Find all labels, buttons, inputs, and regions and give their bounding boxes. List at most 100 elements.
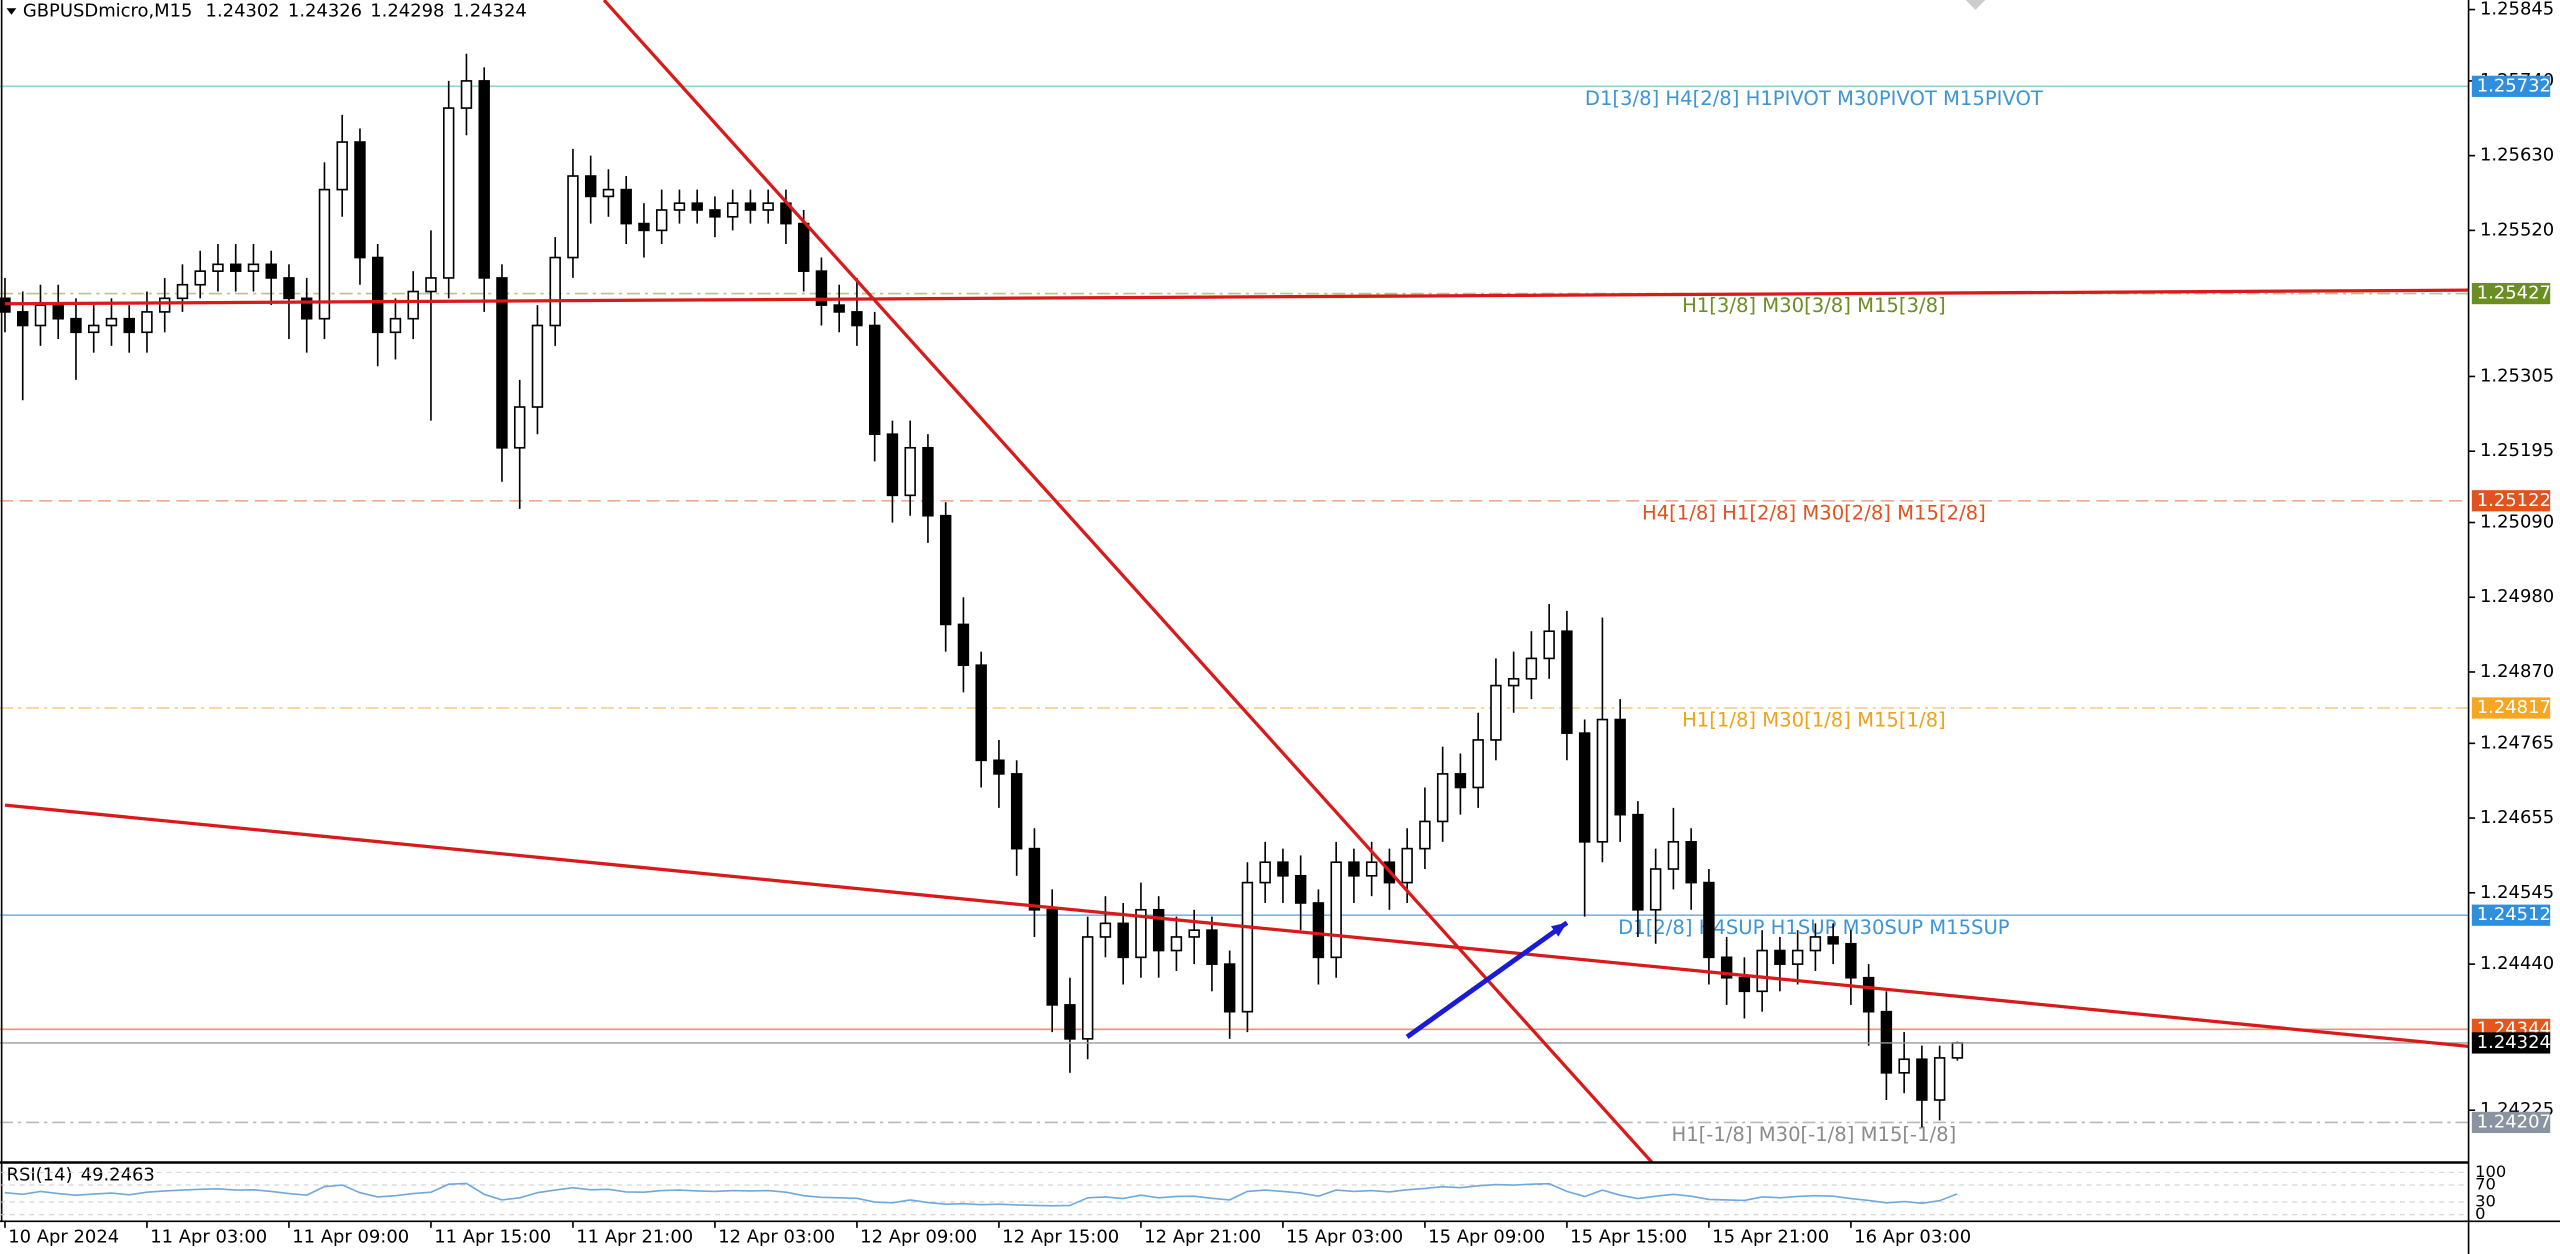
level-price-text: 1.24512 [2477, 904, 2551, 925]
level-price-text: 1.25427 [2477, 283, 2551, 304]
candle-body [212, 263, 224, 272]
candle-body [1827, 936, 1839, 945]
candle-body [354, 141, 366, 259]
level-price-text: 1.24207 [2477, 1111, 2551, 1132]
candle-body [1028, 847, 1041, 911]
candle-body [442, 107, 455, 279]
candle-body [673, 202, 686, 211]
candle-body [1277, 861, 1289, 877]
candle-body [1188, 929, 1200, 938]
level-price-box [2471, 282, 2551, 305]
y-tick-label: 1.24440 [2480, 953, 2554, 974]
candle-body [1064, 1004, 1076, 1040]
candle-body [1720, 956, 1733, 979]
level-label: H1[-1/8] M30[-1/8] M15[-1/8] [1671, 1123, 1956, 1146]
candle-body [1649, 868, 1662, 911]
candle-body [655, 209, 668, 232]
x-tick-label: 15 Apr 15:00 [1570, 1227, 1687, 1248]
level-label: H1[3/8] M30[3/8] M15[3/8] [1682, 294, 1946, 317]
candle-body [1223, 963, 1236, 1013]
y-tick-label: 1.25195 [2480, 440, 2554, 461]
scroll-marker [1965, 0, 1986, 10]
rsi-tick-label: 0 [2475, 1204, 2485, 1223]
candle-body [1614, 718, 1626, 816]
candle-body [1845, 942, 1857, 979]
candle-body [1259, 861, 1271, 884]
x-tick-label: 11 Apr 09:00 [292, 1227, 409, 1248]
x-tick-label: 12 Apr 03:00 [718, 1227, 835, 1248]
y-tick-label: 1.25090 [2480, 512, 2554, 533]
rsi-tick-label: 30 [2475, 1192, 2496, 1211]
candle-body [1667, 841, 1680, 870]
candle-body [1135, 908, 1147, 959]
level-price-text: 1.24817 [2477, 697, 2551, 718]
candle-body [88, 324, 100, 334]
last-price-box [2471, 1032, 2551, 1054]
rsi-value: 49.2463 [81, 1165, 155, 1186]
x-tick-label: 12 Apr 21:00 [1144, 1227, 1261, 1248]
candle-body [1490, 684, 1502, 741]
candle-body [993, 759, 1005, 775]
candle-body [247, 263, 260, 272]
rsi-line [4, 1182, 1958, 1207]
candle-body [620, 188, 632, 225]
candle-body [567, 175, 579, 259]
candle-body [1010, 773, 1023, 850]
y-tick-label: 1.25630 [2480, 145, 2554, 166]
candle-body [70, 317, 82, 334]
arrow-head [1550, 922, 1567, 937]
candle-body [531, 324, 544, 408]
candle-body [709, 209, 721, 218]
candle-body [1241, 881, 1254, 1013]
candle-body [1543, 630, 1555, 660]
candle-body [1419, 820, 1431, 850]
candle-body [336, 141, 348, 191]
x-tick-label: 12 Apr 09:00 [860, 1227, 977, 1248]
candle-body [726, 202, 739, 218]
candle-body [1507, 677, 1520, 687]
x-tick-label: 15 Apr 09:00 [1428, 1227, 1545, 1248]
candle-body [460, 80, 473, 109]
level-price-box [2471, 904, 2551, 926]
candle-body [513, 406, 526, 449]
candle-body [1401, 847, 1413, 884]
candle-body [1436, 773, 1449, 823]
candle-body [1809, 936, 1822, 952]
y-tick-label: 1.25845 [2480, 0, 2554, 20]
header-high: 1.24326 [288, 0, 362, 21]
y-tick-label: 1.24655 [2480, 807, 2554, 828]
candle-body [762, 202, 774, 211]
rsi-header: RSI(14) 49.2463 [7, 1165, 155, 1186]
candle-body [1632, 813, 1644, 911]
candle-body [1330, 861, 1342, 959]
x-tick-label: 11 Apr 15:00 [434, 1227, 551, 1248]
candle-body [105, 317, 118, 327]
x-tick-label: 12 Apr 15:00 [1002, 1227, 1119, 1248]
plot-area: D1[3/8] H4[2/8] H1PIVOT M30PIVOT M15PIVO… [0, 0, 2469, 1163]
level-price-text: 1.25732 [2477, 75, 2551, 96]
candle-body [1046, 908, 1058, 1006]
level-price-box [2471, 75, 2551, 97]
rsi-label: RSI(14) [7, 1165, 73, 1186]
trend-line [602, 0, 1654, 1163]
symbol: GBPUSDmicro,M15 [23, 0, 193, 21]
rsi-tick-label: 100 [2475, 1162, 2506, 1181]
level-label: D1[2/8] H4SUP H1SUP M30SUP M15SUP [1618, 916, 2010, 939]
candle-body [1294, 874, 1307, 904]
x-tick-label: 11 Apr 21:00 [576, 1227, 693, 1248]
candle-body [815, 270, 828, 306]
candle-body [300, 297, 313, 320]
candle-body [1099, 922, 1112, 938]
candle-body [1525, 657, 1538, 680]
y-tick-label: 1.24870 [2480, 661, 2554, 682]
candle-body [123, 317, 135, 334]
candle-body [1206, 929, 1218, 965]
candle-body [1880, 1010, 1893, 1074]
x-tick-label: 10 Apr 2024 [8, 1227, 119, 1248]
candle-body [1472, 739, 1484, 789]
candle-body [1170, 936, 1183, 952]
level-label: H1[1/8] M30[1/8] M15[1/8] [1682, 709, 1946, 732]
trend-line [4, 803, 2469, 1048]
